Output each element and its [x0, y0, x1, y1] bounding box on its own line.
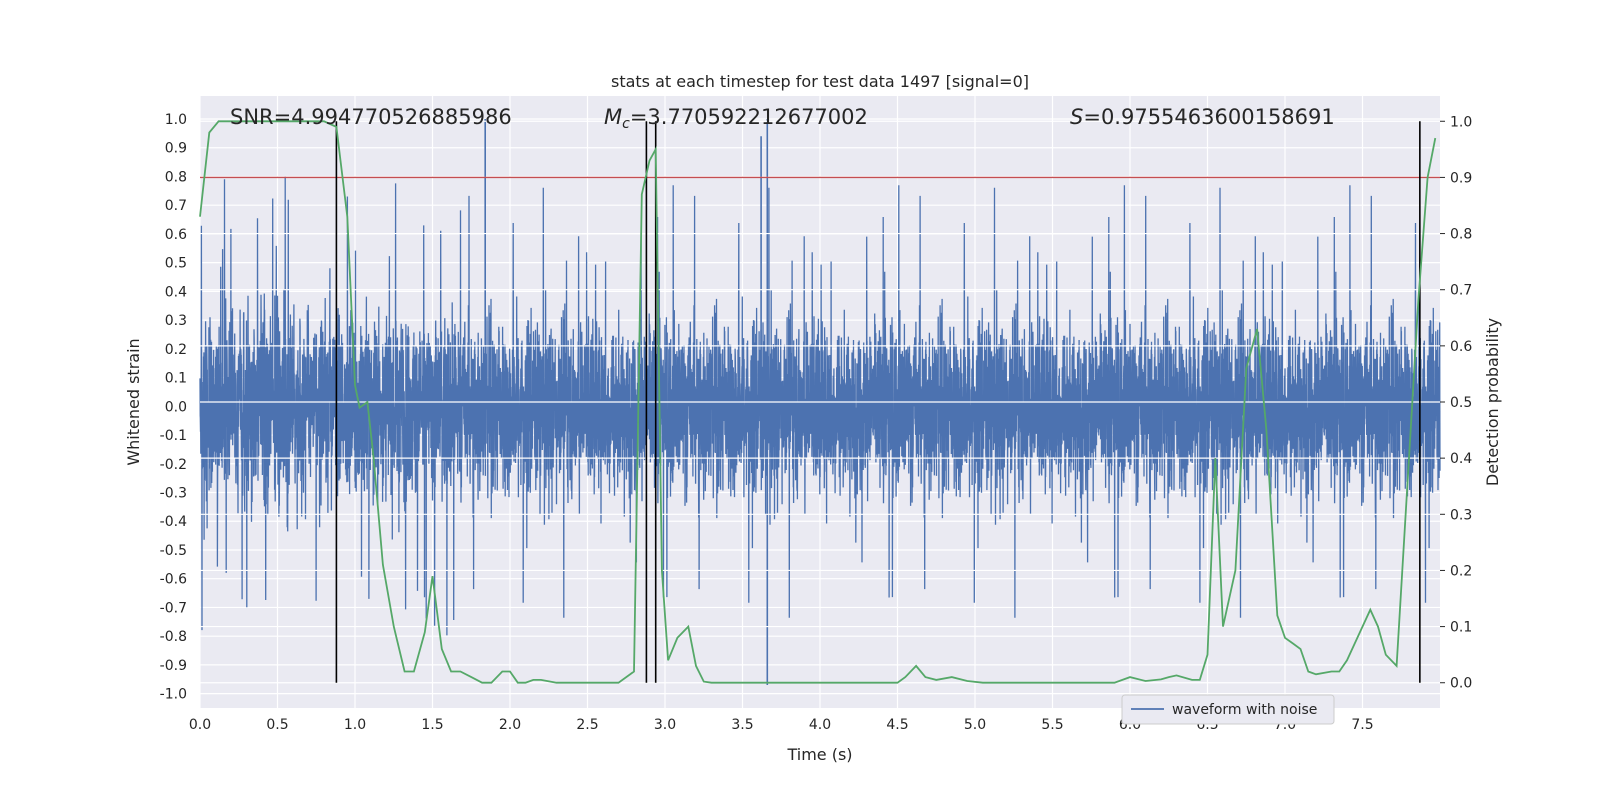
- y-tick-label: -0.5: [160, 543, 187, 559]
- y2-tick-label: 0.4: [1450, 451, 1472, 467]
- y-tick-label: -0.8: [160, 629, 187, 645]
- x-tick-label: 0.5: [266, 717, 288, 733]
- y2-tick-label: 0.3: [1450, 507, 1472, 523]
- x-tick-label: 0.0: [189, 717, 211, 733]
- y2-tick-label: 0.6: [1450, 339, 1472, 355]
- mc-subscript: c: [622, 116, 630, 132]
- waveform-series: [199, 118, 1441, 686]
- snr-annotation: SNR=4.994770526885986: [230, 105, 512, 129]
- y2-tick-label: 0.9: [1450, 170, 1472, 186]
- y2-tick-label: 0.5: [1450, 395, 1472, 411]
- mc-annotation: Mc=3.770592212677002: [604, 105, 868, 132]
- s-annotation: S=0.9755463600158691: [1070, 105, 1335, 129]
- y-tick-label: -0.3: [160, 486, 187, 502]
- y-tick-label: 0.3: [165, 313, 187, 329]
- legend: waveform with noise: [1121, 694, 1335, 725]
- y-tick-label: 0.7: [165, 198, 187, 214]
- y-tick-label: -0.1: [160, 428, 187, 444]
- y2-tick-label: 0.1: [1450, 620, 1472, 636]
- legend-entry: waveform with noise: [1172, 702, 1317, 718]
- y2-axis-label: Detection probability: [1483, 318, 1502, 486]
- x-tick-label: 5.5: [1041, 717, 1063, 733]
- tick-labels: 0.0 0.5 1.0 1.5 2.0 2.5 3.0 3.5 4.0 4.5 5.0 5.5 6.0 6…: [160, 112, 1473, 733]
- y-tick-label: 0.8: [165, 169, 187, 185]
- probability-series: [199, 120, 1437, 684]
- y2-tick-label: 0.2: [1450, 563, 1472, 579]
- y2-tick-label: 0.7: [1450, 283, 1472, 299]
- y-tick-label: 0.2: [165, 342, 187, 358]
- overlay-lines: [200, 120, 1445, 684]
- chart-title: stats at each timestep for test data 149…: [611, 72, 1029, 91]
- x-tick-label: 3.0: [654, 717, 676, 733]
- mc-symbol: M: [604, 105, 622, 129]
- mc-value: =3.770592212677002: [630, 105, 868, 129]
- y-axis-label: Whitened strain: [124, 338, 143, 465]
- y-tick-label: 0.6: [165, 227, 187, 243]
- y-tick-label: -0.4: [160, 514, 187, 530]
- probability-line: [199, 120, 1437, 684]
- y-tick-label: -1.0: [160, 687, 187, 703]
- s-symbol: S: [1070, 105, 1083, 129]
- y-tick-label: 0.5: [165, 256, 187, 272]
- x-tick-label: 5.0: [964, 717, 986, 733]
- x-tick-label: 4.5: [886, 717, 908, 733]
- x-tick-label: 3.5: [731, 717, 753, 733]
- x-tick-label: 1.5: [421, 717, 443, 733]
- x-tick-label: 2.5: [576, 717, 598, 733]
- waveform-line: [199, 176, 1441, 636]
- y-tick-label: -0.6: [160, 572, 187, 588]
- y-tick-label: -0.9: [160, 658, 187, 674]
- y-tick-label: 0.1: [165, 371, 187, 387]
- s-value: =0.9755463600158691: [1083, 105, 1334, 129]
- y2-tick-label: 1.0: [1450, 114, 1472, 130]
- legend-box: [1121, 694, 1335, 725]
- x-tick-label: 7.5: [1351, 717, 1373, 733]
- y-tick-label: -0.2: [160, 457, 187, 473]
- y-tick-label: 0.4: [165, 284, 187, 300]
- y-tick-label: 1.0: [165, 112, 187, 128]
- x-tick-label: 2.0: [499, 717, 521, 733]
- y-tick-label: 0.9: [165, 141, 187, 157]
- y2-tick-label: 0.0: [1450, 676, 1472, 692]
- x-tick-label: 4.0: [809, 717, 831, 733]
- y-tick-label: -0.7: [160, 600, 187, 616]
- y2-tick-label: 0.8: [1450, 227, 1472, 243]
- x-tick-label: 1.0: [344, 717, 366, 733]
- y-tick-label: 0.0: [165, 399, 187, 415]
- x-axis-label: Time (s): [786, 745, 852, 764]
